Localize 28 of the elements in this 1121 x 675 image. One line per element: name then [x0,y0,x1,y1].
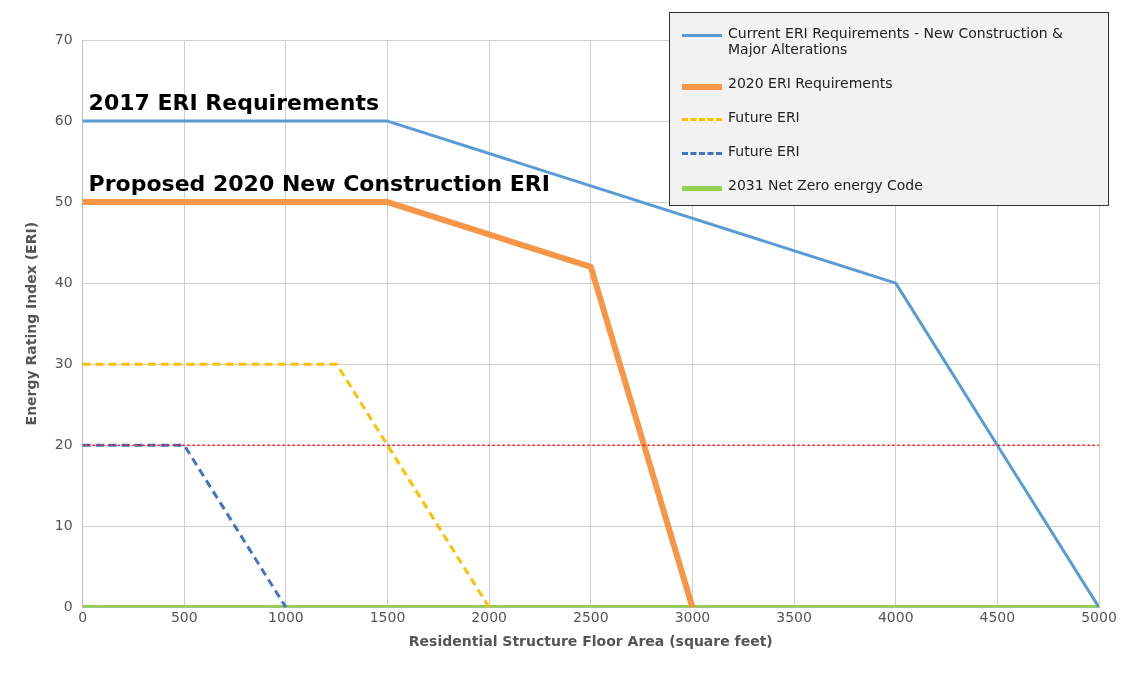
x-tick-label: 4500 [979,609,1016,626]
y-tick-label: 0 [63,598,73,615]
x-tick-label: 2500 [572,609,609,626]
x-tick-label: 2000 [471,609,507,626]
x-tick-label: 0 [78,609,88,626]
annotation: Proposed 2020 New Construction ERI [88,170,550,196]
legend-label: Current ERI Requirements - New Construction & Major Alterations [728,25,1064,57]
legend-label: Future ERI [728,109,800,125]
x-tick-label: 4000 [877,609,914,626]
x-tick-label: 1500 [369,609,406,626]
y-tick-label: 70 [54,30,73,47]
legend-label: 2031 Net Zero energy Code [728,177,923,193]
legend-label: 2020 ERI Requirements [728,75,893,91]
annotation: 2017 ERI Requirements [88,89,380,115]
x-tick-label: 1000 [268,609,304,626]
x-tick-label: 500 [170,609,198,626]
y-axis-title: Energy Rating Index (ERI) [23,221,40,426]
x-tick-label: 5000 [1081,609,1117,626]
x-axis-title: Residential Structure Floor Area (square feet) [408,633,773,650]
y-tick-label: 60 [54,111,73,128]
y-tick-label: 40 [54,273,73,290]
y-tick-label: 10 [54,516,73,533]
x-tick-label: 3000 [674,609,711,626]
y-tick-label: 50 [54,192,73,209]
legend-label: Future ERI [728,143,800,159]
y-tick-label: 30 [54,354,73,371]
x-tick-label: 3500 [776,609,812,626]
y-tick-label: 20 [54,435,73,452]
